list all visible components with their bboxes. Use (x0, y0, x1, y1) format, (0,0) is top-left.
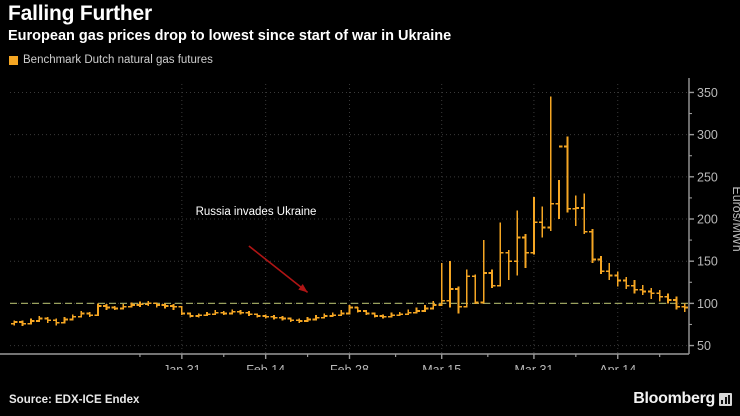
series-bars (10, 96, 689, 327)
legend-swatch-icon (9, 56, 18, 65)
bloomberg-brand: Bloomberg (633, 390, 732, 408)
y-axis-tick-label: 350 (697, 86, 718, 100)
y-axis-tick-label: 100 (697, 297, 718, 311)
annotation-label: Russia invades Ukraine (196, 206, 317, 218)
x-axis-tick-label: Apr 14 (599, 363, 636, 370)
y-axis-tick-label: 50 (697, 339, 711, 353)
legend-label: Benchmark Dutch natural gas futures (23, 54, 213, 66)
bloomberg-bars-icon (719, 392, 732, 406)
page-subtitle: European gas prices drop to lowest since… (8, 28, 452, 44)
y-axis-title: Euros/MWh (730, 186, 740, 251)
chart-legend: Benchmark Dutch natural gas futures (9, 54, 213, 67)
x-axis-tick-label: Mar 15 (422, 363, 461, 370)
chart-footer: Source: EDX-ICE Endex Bloomberg (0, 390, 740, 410)
y-axis-tick-label: 150 (697, 255, 718, 269)
bloomberg-wordmark: Bloomberg (633, 390, 715, 407)
y-axis-tick-label: 250 (697, 170, 718, 184)
page-title: Falling Further (8, 2, 153, 25)
chart-header: Falling Further European gas prices drop… (8, 2, 732, 46)
ohlc-chart-svg: Russia invades Ukraine 50 100 150 200 250 300 3… (0, 78, 740, 370)
x-axis-tick-label: Jan 31 (163, 363, 201, 370)
plot-area: Russia invades Ukraine 50 100 150 200 250 300 3… (0, 70, 740, 370)
x-axis-tick-label: Feb 28 (330, 363, 369, 370)
x-axis-tick-label: Feb 14 (246, 363, 285, 370)
annotation-arrow-line (248, 245, 309, 294)
x-axis-tick-label: Mar 31 (514, 363, 553, 370)
y-axis-tick-label: 300 (697, 128, 718, 142)
source-note: Source: EDX-ICE Endex (9, 394, 140, 406)
y-axis-tick-label: 200 (697, 213, 718, 227)
annotation-arrow-head (298, 283, 308, 293)
